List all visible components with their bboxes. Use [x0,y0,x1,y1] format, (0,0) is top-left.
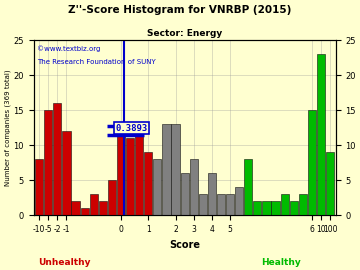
Bar [44,110,52,215]
Text: Sector: Energy: Sector: Energy [147,29,222,38]
Bar [262,201,271,215]
Bar [226,194,234,215]
Bar [326,152,334,215]
Bar [108,180,116,215]
Bar [217,194,225,215]
Bar [199,194,207,215]
Text: ©www.textbiz.org: ©www.textbiz.org [37,45,100,52]
Bar [308,110,316,215]
Bar [90,194,98,215]
Bar [181,173,189,215]
Bar [53,103,62,215]
Bar [271,201,280,215]
Bar [280,194,289,215]
Text: Healthy: Healthy [261,258,301,266]
Bar [35,159,43,215]
Bar [299,194,307,215]
Bar [235,187,243,215]
Text: 0.3893: 0.3893 [116,124,148,133]
Bar [71,201,80,215]
Bar [244,159,252,215]
Bar [62,131,71,215]
Bar [135,124,143,215]
Bar [171,124,180,215]
X-axis label: Score: Score [169,240,200,250]
Bar [190,159,198,215]
Bar [81,208,89,215]
Bar [253,201,261,215]
Bar [153,159,161,215]
Bar [162,124,171,215]
Bar [317,54,325,215]
Bar [99,201,107,215]
Bar [208,173,216,215]
Bar [117,131,125,215]
Text: Z''-Score Histogram for VNRBP (2015): Z''-Score Histogram for VNRBP (2015) [68,5,292,15]
Text: Unhealthy: Unhealthy [39,258,91,266]
Bar [126,138,134,215]
Bar [290,201,298,215]
Y-axis label: Number of companies (369 total): Number of companies (369 total) [4,69,11,186]
Text: The Research Foundation of SUNY: The Research Foundation of SUNY [37,59,156,66]
Bar [144,152,152,215]
